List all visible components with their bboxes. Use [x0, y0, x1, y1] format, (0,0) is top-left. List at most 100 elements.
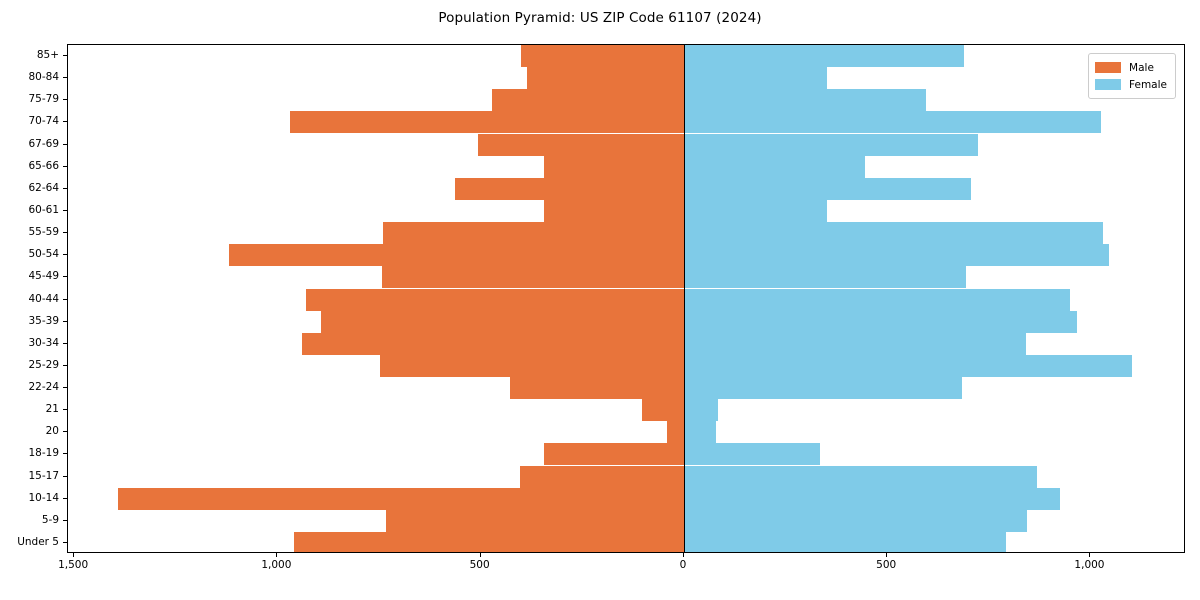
y-tick-mark — [63, 342, 67, 344]
bar-male — [509, 377, 684, 400]
y-tick-mark — [63, 143, 67, 145]
x-tick-label: 0 — [679, 559, 687, 571]
bar-female — [683, 332, 1027, 355]
bar-female — [683, 266, 967, 289]
bar-row — [68, 177, 1184, 200]
legend-label: Female — [1129, 78, 1167, 91]
bar-male — [228, 244, 684, 267]
bar-male — [521, 45, 684, 68]
y-tick-mark — [63, 232, 67, 234]
bar-row — [68, 354, 1184, 377]
bar-male — [385, 509, 684, 532]
bar-male — [294, 531, 684, 552]
y-tick-label: 67-69 — [28, 137, 59, 150]
y-tick-label: 15-17 — [28, 469, 59, 482]
y-tick-mark — [63, 55, 67, 57]
y-tick-mark — [63, 276, 67, 278]
bar-row — [68, 443, 1184, 466]
legend-entry[interactable]: Male — [1095, 59, 1167, 76]
bar-female — [683, 531, 1006, 552]
y-tick-mark — [63, 519, 67, 521]
bar-male — [642, 399, 684, 422]
x-tick-mark — [73, 553, 75, 557]
bar-row — [68, 487, 1184, 510]
y-tick-mark — [63, 431, 67, 433]
y-tick-mark — [63, 409, 67, 411]
x-tick-label: 1,000 — [261, 559, 292, 571]
bar-row — [68, 266, 1184, 289]
plot-area: Male Female — [67, 44, 1185, 553]
bar-male — [526, 67, 684, 90]
bar-female — [683, 67, 827, 90]
legend-swatch-male — [1095, 62, 1122, 73]
bar-male — [301, 332, 684, 355]
y-tick-label: 55-59 — [28, 226, 59, 239]
y-tick-mark — [63, 497, 67, 499]
x-tick-mark — [479, 553, 481, 557]
bar-female — [683, 111, 1101, 134]
y-tick-mark — [63, 77, 67, 79]
bar-row — [68, 222, 1184, 245]
bar-male — [305, 288, 684, 311]
y-tick-mark — [63, 320, 67, 322]
y-tick-label: 70-74 — [28, 115, 59, 128]
bar-row — [68, 531, 1184, 552]
y-tick-mark — [63, 475, 67, 477]
y-tick-mark — [63, 121, 67, 123]
bar-row — [68, 509, 1184, 532]
y-tick-mark — [63, 165, 67, 167]
x-tick-label: 500 — [469, 559, 490, 571]
legend-swatch-female — [1095, 79, 1122, 90]
y-tick-mark — [63, 209, 67, 211]
bar-row — [68, 310, 1184, 333]
x-tick-label: 1,000 — [1074, 559, 1105, 571]
y-tick-mark — [63, 99, 67, 101]
bar-male — [544, 155, 684, 178]
bar-male — [379, 354, 684, 377]
bar-female — [683, 377, 962, 400]
y-tick-label: 22-24 — [28, 381, 59, 394]
bar-female — [683, 89, 926, 112]
bar-female — [683, 177, 971, 200]
y-tick-mark — [63, 187, 67, 189]
bar-male — [118, 487, 684, 510]
y-tick-label: 25-29 — [28, 358, 59, 371]
bar-row — [68, 89, 1184, 112]
bar-female — [683, 288, 1071, 311]
bar-male — [492, 89, 684, 112]
chart-title: Population Pyramid: US ZIP Code 61107 (2… — [438, 10, 762, 26]
x-tick-mark — [682, 553, 684, 557]
bar-female — [683, 465, 1037, 488]
y-tick-label: 18-19 — [28, 447, 59, 460]
bar-female — [683, 399, 719, 422]
x-tick-label: 500 — [876, 559, 897, 571]
bar-male — [520, 465, 684, 488]
zero-reference-line — [683, 45, 685, 552]
bar-row — [68, 199, 1184, 222]
y-tick-label: 10-14 — [28, 491, 59, 504]
y-tick-mark — [63, 298, 67, 300]
legend-entry[interactable]: Female — [1095, 76, 1167, 93]
bar-female — [683, 443, 820, 466]
y-tick-label: 62-64 — [28, 181, 59, 194]
y-tick-mark — [63, 541, 67, 543]
bar-row — [68, 288, 1184, 311]
bar-female — [683, 155, 866, 178]
x-tick-mark — [886, 553, 888, 557]
y-tick-label: 75-79 — [28, 93, 59, 106]
bar-male — [383, 222, 684, 245]
bar-female — [683, 133, 979, 156]
y-tick-label: 80-84 — [28, 71, 59, 84]
bar-female — [683, 354, 1133, 377]
bar-female — [683, 310, 1078, 333]
y-tick-label: 45-49 — [28, 270, 59, 283]
bar-female — [683, 244, 1110, 267]
y-tick-label: 40-44 — [28, 292, 59, 305]
bar-female — [683, 222, 1104, 245]
bar-row — [68, 155, 1184, 178]
bar-female — [683, 421, 717, 444]
bar-male — [381, 266, 684, 289]
y-tick-mark — [63, 364, 67, 366]
y-tick-label: 30-34 — [28, 336, 59, 349]
y-tick-label: Under 5 — [17, 535, 59, 548]
